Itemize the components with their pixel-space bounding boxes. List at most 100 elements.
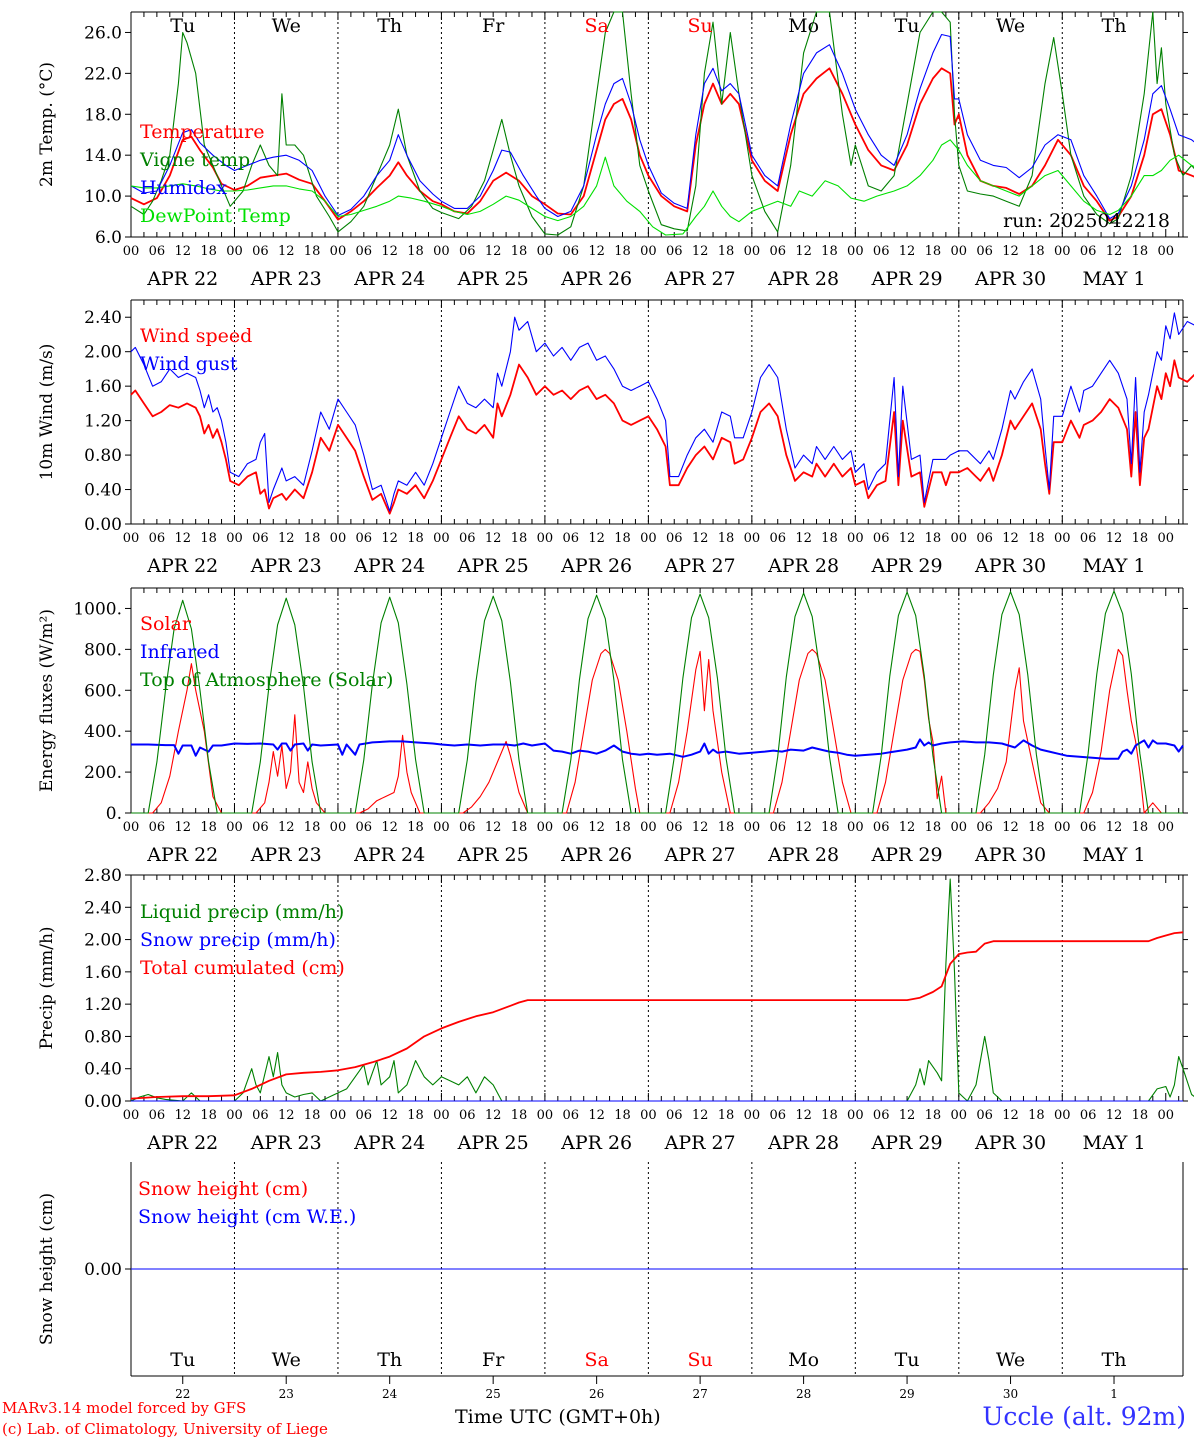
date-label: APR 30 (974, 268, 1046, 290)
series-line-top-of-atmosphere-solar- (131, 590, 1183, 814)
date-label: APR 24 (353, 268, 425, 290)
hour-tick-label: 12 (588, 1108, 605, 1123)
hour-tick-label: 18 (1028, 531, 1045, 546)
legend-entry: Top of Atmosphere (Solar) (140, 669, 393, 691)
weekday-label: Fr (482, 1349, 505, 1371)
hour-tick-label: 12 (1002, 244, 1019, 259)
day-number-label: 29 (899, 1387, 914, 1401)
hour-tick-label: 06 (252, 820, 269, 835)
hour-tick-label: 00 (640, 531, 657, 546)
date-label: APR 27 (664, 555, 736, 577)
hour-tick-label: 18 (614, 820, 631, 835)
y-tick-label: 14.0 (84, 146, 122, 166)
legend-entry: Snow height (cm W.E.) (138, 1206, 356, 1228)
hour-tick-label: 12 (692, 531, 709, 546)
y-tick-label: 1.20 (84, 995, 122, 1015)
hour-tick-label: 12 (174, 531, 191, 546)
hour-tick-label: 00 (1054, 531, 1071, 546)
date-label: APR 25 (457, 844, 529, 866)
day-number-label: 27 (692, 1387, 707, 1401)
hour-tick-label: 00 (123, 820, 140, 835)
date-label: MAY 1 (1082, 844, 1145, 866)
hour-tick-label: 06 (149, 531, 166, 546)
hour-tick-label: 18 (614, 244, 631, 259)
panel-1: 6.0 10.0 14.0 18.0 22.0 26.0 2m Temp. (°C) Temp… (37, 11, 1194, 290)
date-label: APR 28 (767, 1132, 839, 1154)
hour-tick-label: 18 (925, 531, 942, 546)
hour-tick-label: 12 (485, 244, 502, 259)
hour-tick-label: 18 (1132, 820, 1149, 835)
panel-3: 0. 200. 400. 600. 800. 1000. Energy fluxes (W/… (37, 587, 1188, 866)
hour-tick-label: 06 (459, 531, 476, 546)
hour-tick-label: 12 (1106, 1108, 1123, 1123)
hour-tick-label: 12 (381, 531, 398, 546)
hour-tick-label: 06 (252, 244, 269, 259)
hour-tick-label: 12 (795, 1108, 812, 1123)
y-tick-label: 0.00 (84, 1260, 122, 1280)
date-label: APR 26 (560, 1132, 632, 1154)
legend-entry: Wind speed (140, 325, 252, 347)
hour-tick-label: 12 (381, 244, 398, 259)
hour-tick-label: 00 (226, 820, 243, 835)
series-line-wind-gust (130, 312, 1194, 512)
weekday-label: Tu (895, 1349, 920, 1371)
weekday-label: Mo (788, 15, 819, 37)
lab-credit: (c) Lab. of Climatology, University of L… (2, 1420, 328, 1438)
date-label: APR 24 (353, 555, 425, 577)
hour-tick-label: 06 (873, 244, 890, 259)
hour-tick-label: 12 (174, 244, 191, 259)
hour-tick-label: 12 (1106, 820, 1123, 835)
hour-tick-label: 00 (123, 531, 140, 546)
date-label: APR 27 (664, 268, 736, 290)
weekday-label: Tu (170, 15, 195, 37)
hour-tick-label: 06 (562, 531, 579, 546)
hour-tick-label: 06 (873, 1108, 890, 1123)
weekday-label: We (272, 15, 301, 37)
legend-entry: Temperature (140, 121, 264, 143)
date-label: MAY 1 (1082, 268, 1145, 290)
date-label: APR 30 (974, 844, 1046, 866)
y-axis-label: 2m Temp. (°C) (37, 62, 57, 187)
weekday-label: We (996, 15, 1025, 37)
hour-tick-label: 00 (640, 820, 657, 835)
hour-tick-label: 06 (149, 244, 166, 259)
weekday-label: Th (1102, 15, 1127, 37)
hour-tick-label: 00 (1054, 244, 1071, 259)
hour-tick-label: 06 (976, 244, 993, 259)
y-axis-label: Snow height (cm) (37, 1193, 57, 1345)
y-axis-label: Precip (mm/h) (37, 926, 57, 1049)
hour-tick-label: 06 (356, 244, 373, 259)
weekday-label: Tu (170, 1349, 195, 1371)
date-label: APR 22 (146, 555, 218, 577)
hour-tick-label: 12 (278, 1108, 295, 1123)
hour-tick-label: 06 (769, 820, 786, 835)
date-label: MAY 1 (1082, 555, 1145, 577)
hour-tick-label: 00 (951, 531, 968, 546)
y-tick-label: 0.00 (84, 1092, 122, 1112)
weekday-label: Fr (482, 15, 505, 37)
date-label: APR 29 (871, 844, 943, 866)
hour-tick-label: 12 (899, 1108, 916, 1123)
hour-tick-label: 12 (278, 531, 295, 546)
y-tick-label: 2.40 (84, 898, 122, 918)
hour-tick-label: 18 (200, 531, 217, 546)
hour-tick-label: 06 (666, 820, 683, 835)
day-number-label: 1 (1110, 1387, 1118, 1401)
date-label: APR 29 (871, 555, 943, 577)
hour-tick-label: 00 (537, 531, 554, 546)
hour-tick-label: 00 (951, 1108, 968, 1123)
y-tick-label: 26.0 (84, 23, 122, 43)
series-line-vigne-temp (130, 11, 1194, 236)
hour-tick-label: 00 (433, 820, 450, 835)
series-line-liquid-precip-mm-h- (130, 878, 1194, 1102)
hour-tick-label: 06 (976, 531, 993, 546)
hour-tick-label: 00 (537, 1108, 554, 1123)
hour-tick-label: 12 (485, 1108, 502, 1123)
weekday-label: Th (377, 1349, 402, 1371)
hour-tick-label: 06 (149, 820, 166, 835)
time-axis-label: Time UTC (GMT+0h) (455, 1406, 661, 1428)
date-label: APR 23 (250, 844, 322, 866)
hour-tick-label: 18 (511, 244, 528, 259)
y-tick-label: 0.00 (84, 515, 122, 535)
date-label: APR 22 (146, 844, 218, 866)
